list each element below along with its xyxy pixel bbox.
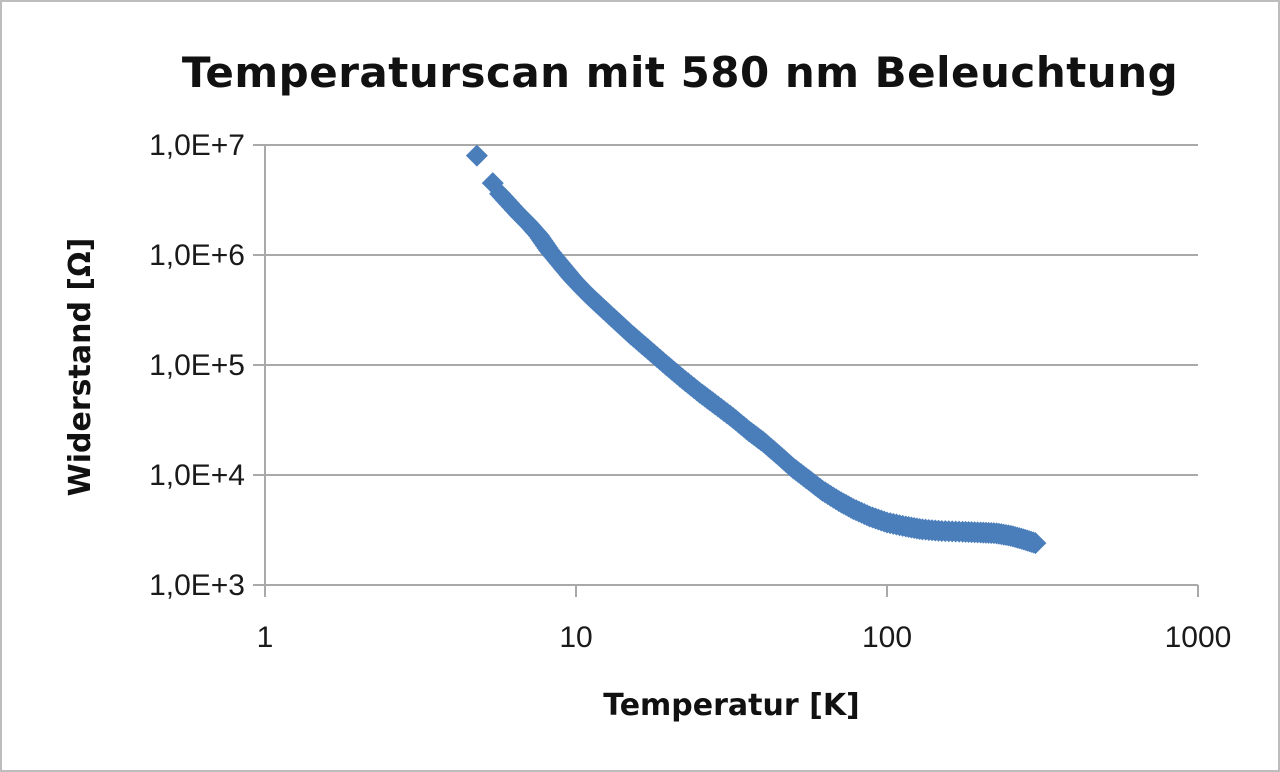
y-tick-label: 1,0E+6 <box>149 239 245 272</box>
y-tick-label: 1,0E+5 <box>149 349 245 382</box>
x-tick-label: 10 <box>559 621 592 654</box>
y-tick-label: 1,0E+3 <box>149 569 245 602</box>
grid-lines <box>265 144 1198 476</box>
data-point <box>465 144 488 167</box>
y-tick-label: 1,0E+4 <box>149 459 245 492</box>
tick-labels: 1,0E+3 1,0E+4 1,0E+5 1,0E+6 1,0E+7 1 10 100 1000 <box>149 129 1231 654</box>
x-axis-title: Temperatur [K] <box>603 688 860 723</box>
x-tick-label: 100 <box>862 621 912 654</box>
axes <box>253 144 1199 597</box>
x-tick-label: 1 <box>257 621 274 654</box>
data-point <box>1024 532 1047 555</box>
series <box>465 144 1047 555</box>
y-axis-title: Widerstand [Ω] <box>63 238 98 497</box>
data-series <box>465 144 1047 555</box>
chart-title: Temperaturscan mit 580 nm Beleuchtung <box>181 48 1179 97</box>
y-tick-label: 1,0E+7 <box>149 129 245 162</box>
x-tick-label: 1000 <box>1165 621 1232 654</box>
